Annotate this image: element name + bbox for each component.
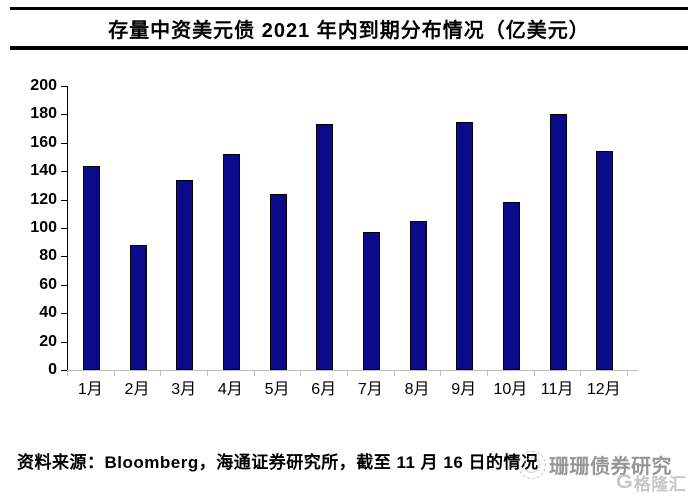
bar-cell (208, 86, 255, 370)
y-tick (61, 114, 67, 116)
y-tick (61, 171, 67, 173)
bar-cell (395, 86, 442, 370)
bar-3月 (176, 179, 194, 370)
plot-area (67, 86, 628, 370)
y-tick (61, 256, 67, 258)
glh-logo: G 格隆汇 (615, 470, 687, 495)
y-tick-label: 180 (30, 105, 57, 123)
x-tick (253, 371, 255, 376)
y-tick-label: 120 (30, 190, 57, 208)
x-tick-label: 2月 (124, 381, 150, 398)
x-tick (440, 371, 442, 376)
bar-4月 (222, 154, 240, 370)
x-tick (580, 371, 582, 376)
source-note: 资料来源：Bloomberg，海通证券研究所，截至 11 月 16 日的情况 (17, 453, 539, 472)
bar-cell (115, 86, 162, 370)
y-tick (61, 228, 67, 229)
x-tick (627, 371, 628, 376)
x-tick-label: 5月 (264, 381, 290, 398)
bar-1月 (82, 165, 100, 370)
bar-2月 (129, 245, 147, 370)
bar-10月 (502, 202, 520, 370)
x-tick-label: 12月 (586, 381, 621, 398)
y-tick (61, 142, 67, 144)
bar-cell (68, 86, 115, 370)
x-tick-label: 4月 (217, 381, 243, 398)
x-tick-label: 11月 (540, 381, 574, 398)
bar-8月 (409, 220, 427, 370)
y-tick-label: 20 (39, 332, 57, 350)
bar-5月 (269, 193, 287, 370)
y-tick (61, 199, 67, 201)
x-axis-labels: 1月 2月 3月 4月 5月 6月 7月 8月 9月 10月 11月 12月 (67, 381, 627, 399)
stamp-icon (518, 450, 546, 479)
y-tick-label: 200 (30, 77, 57, 94)
bar-cell (161, 86, 208, 370)
y-tick-label: 60 (39, 275, 57, 293)
y-axis: 0 20 40 60 80 100 120 140 160 180 200 (0, 77, 67, 378)
x-tick (113, 371, 115, 376)
x-tick-label: 10月 (493, 381, 528, 398)
x-tick-label: 8月 (404, 381, 430, 398)
bar-cell (255, 86, 302, 370)
x-tick (393, 371, 395, 376)
x-tick (487, 371, 488, 376)
chart-title: 存量中资美元债 2021 年内到期分布情况（亿美元） (108, 19, 590, 42)
bar-cell (301, 86, 348, 370)
y-tick-label: 0 (48, 361, 57, 378)
x-tick (160, 371, 162, 376)
y-tick (61, 86, 67, 87)
bar-12月 (596, 151, 614, 370)
bar-7月 (362, 232, 380, 370)
y-tick-label: 160 (30, 133, 57, 151)
y-tick (61, 341, 67, 343)
x-tick (533, 371, 535, 376)
y-tick-label: 100 (30, 219, 57, 236)
watermark: 珊珊债券研究 (518, 450, 672, 479)
y-tick (61, 313, 67, 315)
x-tick (300, 371, 302, 376)
bar-cell (581, 86, 628, 370)
x-tick (347, 371, 348, 376)
x-tick-label: 9月 (451, 381, 477, 398)
chart-title-box: 存量中资美元债 2021 年内到期分布情况（亿美元） (10, 7, 688, 50)
y-tick (61, 284, 67, 286)
y-tick-label: 140 (30, 162, 57, 180)
watermark-text: 珊珊债券研究 (549, 456, 672, 478)
logo-text: 格隆汇 (633, 475, 687, 494)
y-tick-label: 40 (39, 304, 57, 322)
bar-cell (488, 86, 535, 370)
x-tick-label: 1月 (77, 381, 103, 398)
bar-6月 (316, 124, 334, 370)
y-tick (61, 370, 67, 371)
x-tick-label: 6月 (311, 381, 337, 398)
x-tick (67, 371, 68, 376)
bar-9月 (456, 121, 474, 370)
bar-cell (348, 86, 395, 370)
logo-g-icon: G (615, 471, 633, 493)
bar-11月 (549, 114, 567, 370)
x-tick-label: 3月 (171, 381, 197, 398)
bar-cell (535, 86, 582, 370)
x-tick (207, 371, 208, 376)
y-tick-label: 80 (39, 247, 57, 265)
x-axis (67, 370, 638, 377)
x-tick-label: 7月 (357, 381, 383, 398)
bar-cell (441, 86, 488, 370)
